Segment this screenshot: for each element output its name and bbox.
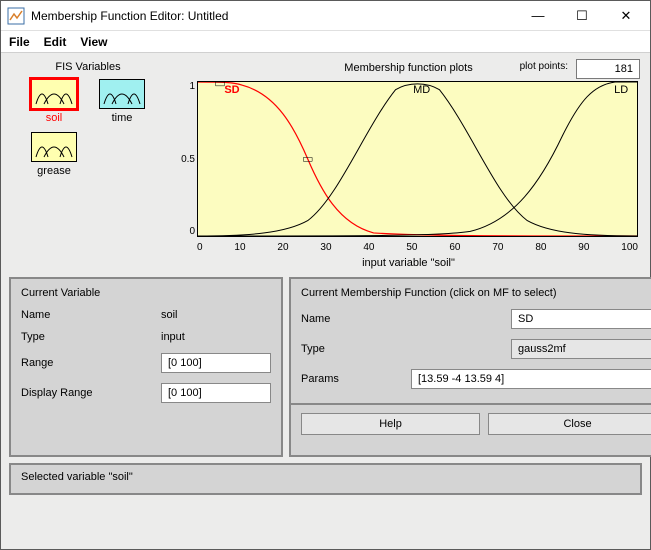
minimize-button[interactable]: — <box>516 2 560 30</box>
maximize-button[interactable]: ☐ <box>560 2 604 30</box>
mf-type-label: Type <box>301 343 511 355</box>
bottom-row: Current Variable Namesoil Typeinput Rang… <box>9 277 642 457</box>
mf-curve-sd[interactable] <box>198 82 637 236</box>
window-buttons: — ☐ ✕ <box>516 2 648 30</box>
xtick: 70 <box>492 242 503 253</box>
mf-type-select[interactable] <box>511 339 651 359</box>
var-disprange-label: Display Range <box>21 387 161 399</box>
fis-label-time: time <box>112 112 133 124</box>
x-axis-title: input variable "soil" <box>175 257 642 269</box>
menu-view[interactable]: View <box>80 35 107 49</box>
plot-points-input[interactable] <box>576 59 640 79</box>
plot-svg <box>198 82 637 236</box>
window-title: Membership Function Editor: Untitled <box>31 9 516 23</box>
mf-label-sd: SD <box>224 84 239 96</box>
close-button[interactable]: Close <box>488 413 651 435</box>
fis-var-grease[interactable]: grease <box>24 132 84 177</box>
menubar: File Edit View <box>1 31 650 53</box>
xtick: 60 <box>449 242 460 253</box>
mf-label-md: MD <box>413 84 430 96</box>
ytick: 0 <box>189 226 195 237</box>
current-mf-panel: Current Membership Function (click on MF… <box>289 277 651 457</box>
var-disprange-input[interactable] <box>161 383 271 403</box>
statusbar: Selected variable "soil" <box>9 463 642 495</box>
close-window-button[interactable]: ✕ <box>604 2 648 30</box>
app-icon <box>7 7 25 25</box>
fis-box-soil[interactable] <box>31 79 77 109</box>
mf-name-input[interactable] <box>511 309 651 329</box>
content: FIS Variables soil time <box>1 53 650 549</box>
menu-file[interactable]: File <box>9 35 30 49</box>
mf-curve-md[interactable] <box>198 84 637 236</box>
titlebar: Membership Function Editor: Untitled — ☐… <box>1 1 650 31</box>
plot-panel: Membership function plots plot points: 1… <box>175 59 642 271</box>
x-axis-ticks: 0 10 20 30 40 50 60 70 80 90 100 <box>197 242 638 253</box>
top-row: FIS Variables soil time <box>9 59 642 271</box>
y-axis-ticks: 1 0.5 0 <box>177 81 195 237</box>
xtick: 20 <box>277 242 288 253</box>
help-button[interactable]: Help <box>301 413 480 435</box>
mf-label-ld: LD <box>614 84 628 96</box>
xtick: 50 <box>406 242 417 253</box>
xtick: 30 <box>320 242 331 253</box>
fis-box-time[interactable] <box>99 79 145 109</box>
current-variable-panel: Current Variable Namesoil Typeinput Rang… <box>9 277 283 457</box>
window: Membership Function Editor: Untitled — ☐… <box>0 0 651 550</box>
var-range-input[interactable] <box>161 353 271 373</box>
fis-box-grease[interactable] <box>31 132 77 162</box>
panel-title: Current Variable <box>21 287 271 299</box>
var-name-value: soil <box>161 309 178 321</box>
plot-points-label: plot points: <box>520 61 568 72</box>
xtick: 80 <box>535 242 546 253</box>
menu-edit[interactable]: Edit <box>44 35 67 49</box>
mf-curve-ld[interactable] <box>198 82 637 236</box>
fis-label-grease: grease <box>37 165 71 177</box>
fis-grid: soil time grease <box>24 79 152 177</box>
fis-var-time[interactable]: time <box>92 79 152 124</box>
xtick: 100 <box>621 242 638 253</box>
plot-area[interactable]: SD MD LD <box>197 81 638 237</box>
fis-var-soil[interactable]: soil <box>24 79 84 124</box>
fis-label-soil: soil <box>46 112 63 124</box>
var-type-value: input <box>161 331 185 343</box>
plot-title: Membership function plots <box>175 59 642 77</box>
var-range-label: Range <box>21 357 161 369</box>
xtick: 10 <box>234 242 245 253</box>
var-type-label: Type <box>21 331 161 343</box>
ytick: 0.5 <box>181 154 195 165</box>
ytick: 1 <box>189 81 195 92</box>
fis-title: FIS Variables <box>55 61 120 73</box>
mf-params-input[interactable] <box>411 369 651 389</box>
status-text: Selected variable "soil" <box>21 471 133 483</box>
xtick: 0 <box>197 242 203 253</box>
panel-title: Current Membership Function (click on MF… <box>301 287 651 299</box>
mf-name-label: Name <box>301 313 511 325</box>
xtick: 40 <box>363 242 374 253</box>
xtick: 90 <box>578 242 589 253</box>
var-name-label: Name <box>21 309 161 321</box>
fis-variables-panel: FIS Variables soil time <box>9 59 167 271</box>
button-row: Help Close <box>291 403 651 435</box>
mf-params-label: Params <box>301 373 411 385</box>
